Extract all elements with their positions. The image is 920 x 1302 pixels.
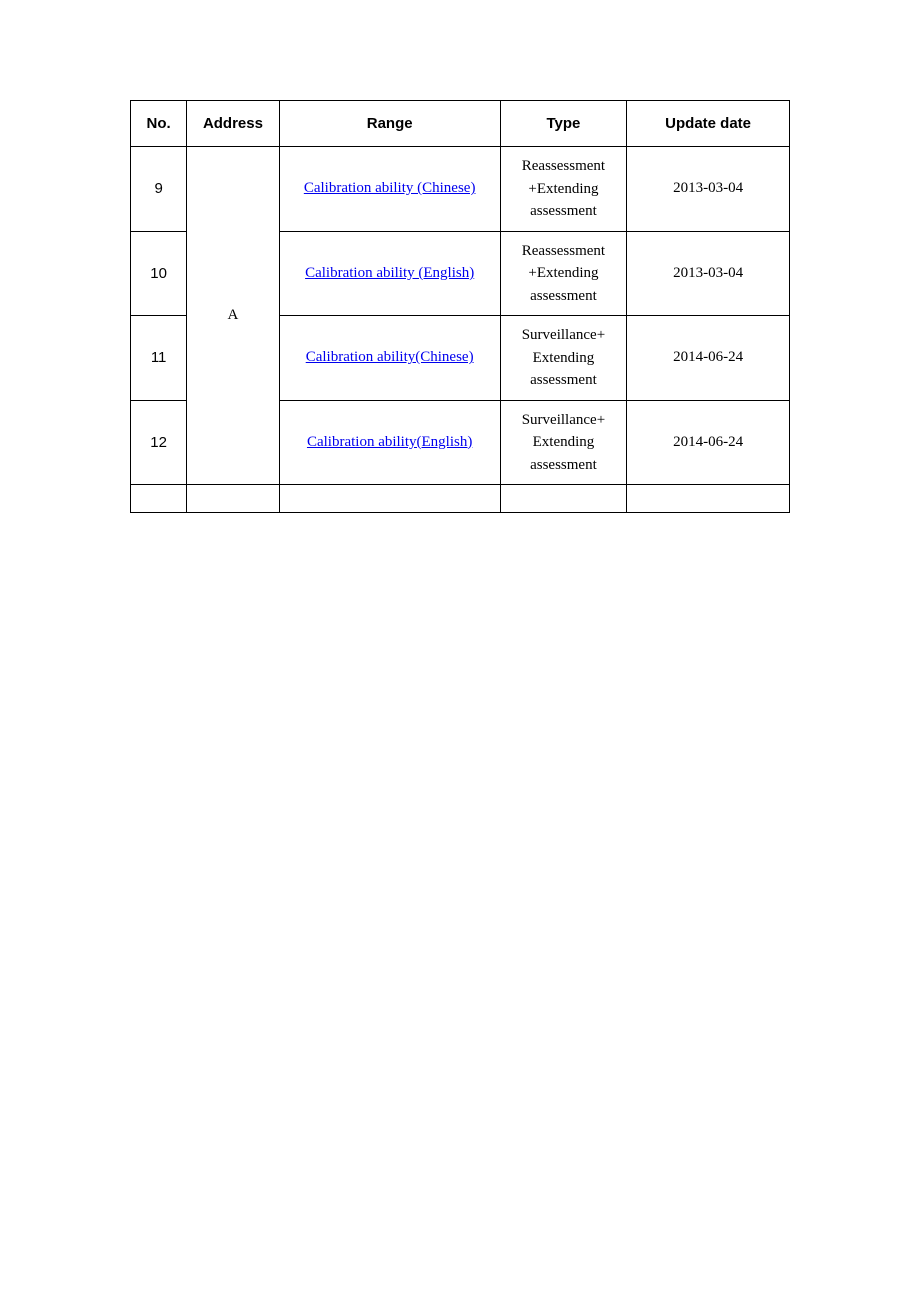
header-address: Address xyxy=(187,101,279,147)
cell-range: Calibration ability (English) xyxy=(279,231,500,316)
range-link[interactable]: Calibration ability(Chinese) xyxy=(306,349,474,365)
range-link[interactable]: Calibration ability (Chinese) xyxy=(304,180,476,196)
cell-type: Reassessment +Extending assessment xyxy=(500,231,627,316)
range-link[interactable]: Calibration ability (English) xyxy=(305,265,474,281)
header-type: Type xyxy=(500,101,627,147)
header-range: Range xyxy=(279,101,500,147)
empty-cell xyxy=(500,485,627,513)
empty-cell xyxy=(627,485,790,513)
table-row: 9 A Calibration ability (Chinese) Reasse… xyxy=(131,147,790,232)
cell-no: 9 xyxy=(131,147,187,232)
cell-type: Surveillance+ Extending assessment xyxy=(500,316,627,401)
table-header-row: No. Address Range Type Update date xyxy=(131,101,790,147)
cell-range: Calibration ability (Chinese) xyxy=(279,147,500,232)
cell-no: 11 xyxy=(131,316,187,401)
cell-date: 2014-06-24 xyxy=(627,400,790,485)
table-empty-row xyxy=(131,485,790,513)
cell-range: Calibration ability(Chinese) xyxy=(279,316,500,401)
cell-address-merged: A xyxy=(187,147,279,485)
empty-cell xyxy=(131,485,187,513)
cell-type: Reassessment +Extending assessment xyxy=(500,147,627,232)
calibration-table: No. Address Range Type Update date 9 A C… xyxy=(130,100,790,513)
cell-date: 2013-03-04 xyxy=(627,147,790,232)
empty-cell xyxy=(187,485,279,513)
empty-cell xyxy=(279,485,500,513)
cell-date: 2013-03-04 xyxy=(627,231,790,316)
cell-range: Calibration ability(English) xyxy=(279,400,500,485)
header-update-date: Update date xyxy=(627,101,790,147)
cell-type: Surveillance+ Extending assessment xyxy=(500,400,627,485)
cell-date: 2014-06-24 xyxy=(627,316,790,401)
cell-no: 12 xyxy=(131,400,187,485)
header-no: No. xyxy=(131,101,187,147)
cell-no: 10 xyxy=(131,231,187,316)
range-link[interactable]: Calibration ability(English) xyxy=(307,434,472,450)
